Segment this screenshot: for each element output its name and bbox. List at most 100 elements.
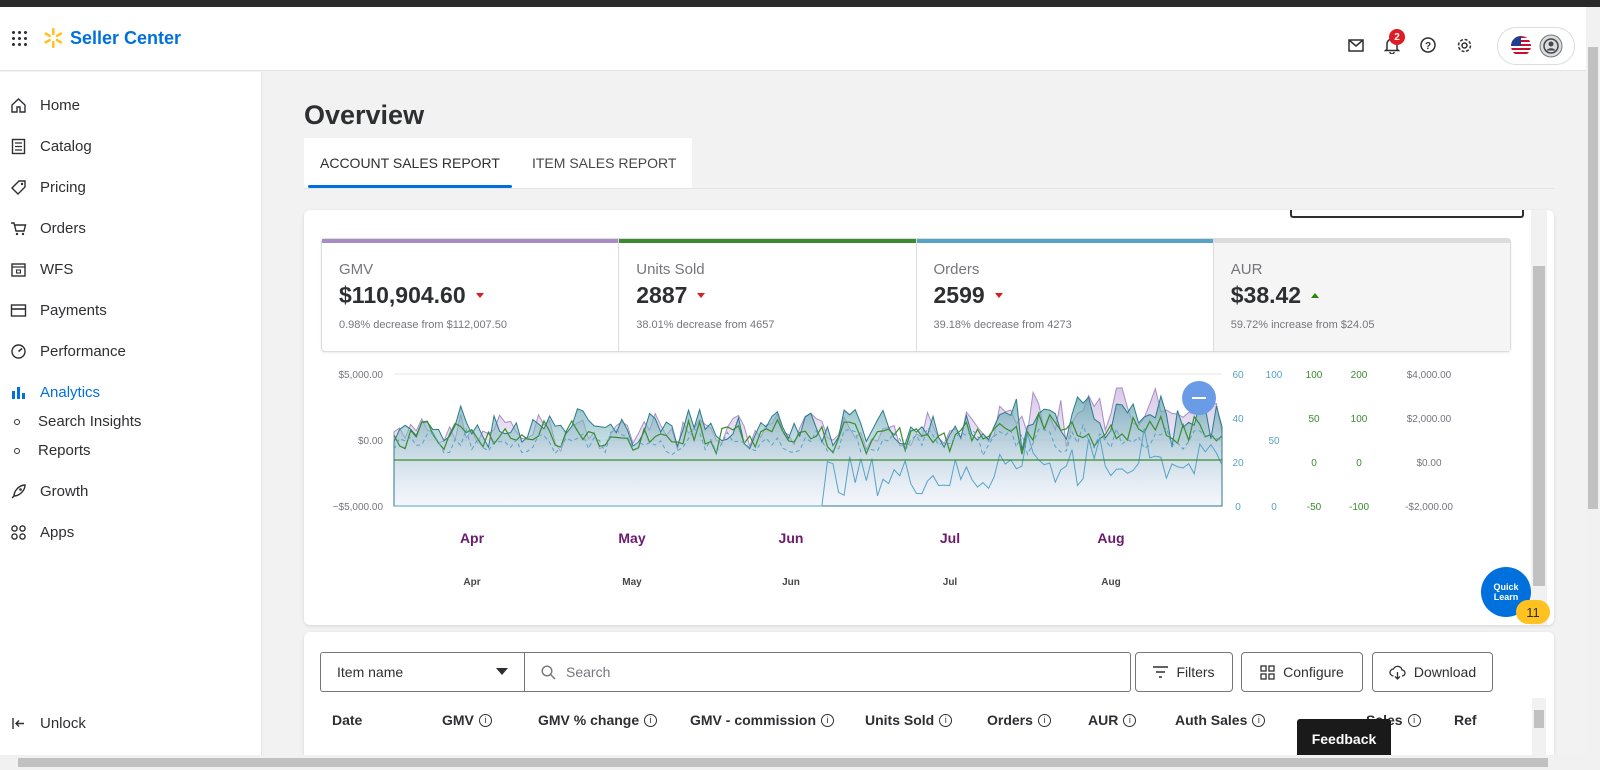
trend-down-icon (475, 293, 484, 298)
sidebar-item-growth[interactable]: Growth (10, 480, 88, 502)
info-icon[interactable]: i (1037, 713, 1051, 727)
sidebar-item-catalog[interactable]: Catalog (10, 135, 92, 157)
right-axis-tick-label: 60 (1232, 370, 1244, 381)
column-label: AUR (1088, 712, 1119, 728)
page-horizontal-scrollbar[interactable] (0, 755, 1586, 770)
column-header-gmv[interactable]: GMV i (442, 712, 492, 728)
sidebar-item-apps[interactable]: Apps (10, 521, 74, 543)
column-header-refunds[interactable]: Ref (1454, 712, 1477, 728)
right-axis-tick-label: 0 (1271, 502, 1277, 513)
main-content: Overview ACCOUNT SALES REPORT ITEM SALES… (262, 72, 1586, 770)
right-axis-tick-label: 50 (1268, 436, 1280, 447)
button-label: Configure (1283, 664, 1344, 680)
column-header-orders[interactable]: Orders i (987, 712, 1051, 728)
x-month-sublabel: May (622, 577, 642, 588)
help-icon[interactable]: ? (1418, 35, 1438, 55)
scrollbar-thumb[interactable] (1534, 710, 1544, 728)
right-axis-tick-label: 200 (1351, 370, 1368, 381)
sidebar-item-orders[interactable]: Orders (10, 217, 86, 239)
kpi-units-sold[interactable]: Units Sold 2887 38.01% decrease from 465… (619, 239, 917, 351)
right-axis-tick-label: 0 (1235, 502, 1241, 513)
info-icon[interactable]: i (939, 713, 953, 727)
configure-button[interactable]: Configure (1241, 652, 1363, 692)
kpi-comparison: 59.72% increase from $24.05 (1230, 319, 1375, 331)
column-label: GMV - commission (690, 712, 817, 728)
column-header-gmv-commission[interactable]: GMV - commission i (690, 712, 835, 728)
svg-text:?: ? (1425, 41, 1431, 52)
catalog-icon (11, 138, 26, 154)
x-month-label: Jun (779, 530, 804, 546)
right-axis-tick-label: -50 (1307, 502, 1322, 513)
sidebar-unlock[interactable]: Unlock (10, 712, 86, 734)
sidebar-item-analytics[interactable]: Analytics (10, 381, 100, 403)
sidebar-item-performance[interactable]: Performance (10, 340, 126, 362)
caret-down-icon (496, 668, 508, 675)
tab-item-sales-report[interactable]: ITEM SALES REPORT (531, 155, 677, 171)
column-header-gmv-change[interactable]: GMV % change i (538, 712, 658, 728)
download-button[interactable]: Download (1372, 652, 1493, 692)
kpi-value: 2887 (636, 282, 688, 308)
trend-down-icon (697, 293, 706, 298)
column-header-auth-sales[interactable]: Auth Sales i (1175, 712, 1266, 728)
kpi-color-bar (916, 239, 1213, 243)
button-label: Download (1413, 664, 1477, 680)
settings-gear-icon[interactable] (1454, 35, 1474, 55)
x-month-label: Jul (940, 530, 960, 546)
card-scrollbar[interactable] (1531, 210, 1547, 625)
kpi-aur[interactable]: AUR $38.42 59.72% increase from $24.05 (1213, 239, 1510, 351)
table-scrollbar[interactable] (1532, 698, 1546, 770)
search-input[interactable] (566, 664, 1066, 680)
column-header-date[interactable]: Date (332, 712, 362, 728)
kpi-color-bar (1213, 239, 1510, 243)
grid-configure-icon (1260, 664, 1275, 680)
info-icon[interactable]: i (821, 713, 835, 727)
info-icon[interactable]: i (478, 713, 492, 727)
date-range-selector[interactable] (1290, 210, 1524, 218)
kpi-orders[interactable]: Orders 2599 39.18% decrease from 4273 (916, 239, 1214, 351)
info-icon[interactable]: i (1123, 713, 1137, 727)
right-axis-tick-label: 100 (1266, 370, 1283, 381)
tabs-divider (304, 188, 1554, 189)
gauge-icon (11, 343, 26, 359)
info-icon[interactable]: i (644, 713, 658, 727)
seller-center-logo[interactable]: Seller Center (42, 27, 181, 49)
kpi-gmv[interactable]: GMV $110,904.60 0.98% decrease from $112… (322, 239, 620, 351)
account-menu[interactable] (1497, 27, 1575, 65)
sidebar-item-wfs[interactable]: WFS (10, 258, 73, 280)
button-label: Filters (1176, 664, 1215, 680)
column-label: Orders (987, 712, 1033, 728)
page-title: Overview (304, 100, 425, 130)
sidebar-subitem-reports[interactable]: Reports (14, 442, 91, 459)
column-filter-select[interactable]: Item name (320, 652, 525, 692)
scrollbar-thumb[interactable] (1533, 266, 1545, 586)
column-label: Auth Sales (1175, 712, 1248, 728)
right-axis-tick-label: 20 (1232, 458, 1244, 469)
scrollbar-thumb[interactable] (1588, 47, 1598, 509)
report-tabs: ACCOUNT SALES REPORT ITEM SALES REPORT (304, 138, 693, 188)
column-header-units-sold[interactable]: Units Sold i (865, 712, 953, 728)
cloud-download-icon (1389, 665, 1406, 680)
scrollbar-thumb[interactable] (18, 758, 1548, 767)
column-header-aur[interactable]: AUR i (1088, 712, 1137, 728)
cart-icon (11, 221, 27, 235)
feedback-button[interactable]: Feedback (1297, 719, 1391, 759)
sidebar-item-label: Growth (40, 482, 89, 500)
info-icon[interactable]: i (1407, 713, 1421, 727)
filters-button[interactable]: Filters (1135, 652, 1233, 692)
kpi-color-bar (619, 239, 916, 243)
sidebar-item-home[interactable]: Home (10, 94, 80, 116)
sidebar-footer-label: Unlock (40, 714, 86, 732)
tab-account-sales-report[interactable]: ACCOUNT SALES REPORT (304, 138, 516, 188)
app-grid-icon[interactable] (12, 31, 28, 47)
mail-icon[interactable] (1346, 35, 1366, 55)
trend-up-icon (1311, 293, 1320, 298)
info-icon[interactable]: i (1252, 713, 1266, 727)
browser-top-strip (0, 0, 1600, 7)
table-search[interactable] (525, 652, 1131, 692)
bullet-icon (14, 418, 20, 425)
sidebar-item-payments[interactable]: Payments (10, 299, 107, 321)
sidebar-item-pricing[interactable]: Pricing (10, 176, 86, 198)
sidebar-subitem-search-insights[interactable]: Search Insights (14, 413, 141, 430)
page-vertical-scrollbar[interactable] (1586, 7, 1600, 770)
price-tag-icon (11, 179, 26, 195)
